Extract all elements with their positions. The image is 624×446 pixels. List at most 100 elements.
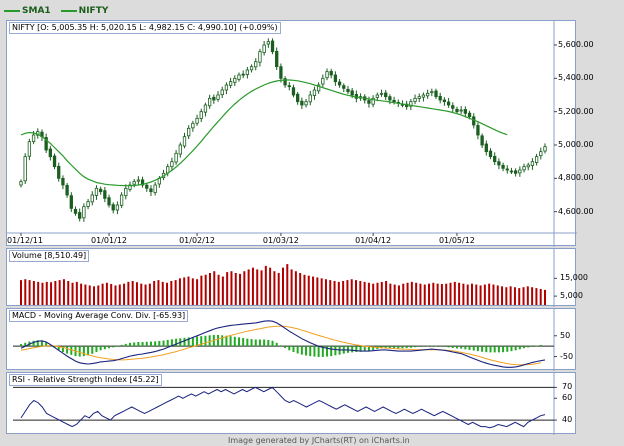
macd-hist-bar <box>124 343 127 347</box>
candle-body <box>413 97 417 102</box>
candle-body <box>207 97 212 107</box>
macd-hist-bar <box>531 346 534 347</box>
candle-body <box>337 81 342 86</box>
macd-hist-bar <box>502 346 505 353</box>
macd-hist-bar <box>414 346 417 348</box>
volume-bar <box>191 278 194 305</box>
macd-hist-bar <box>32 340 35 347</box>
sma-swatch-icon <box>4 9 20 12</box>
candle-body <box>384 92 388 98</box>
volume-bar <box>294 271 297 305</box>
candle-body <box>308 94 312 103</box>
price-y-tick-label: 5,200.00 <box>558 106 594 116</box>
volume-bar <box>148 283 151 305</box>
macd-hist-bar <box>20 344 22 347</box>
volume-bar <box>419 283 422 305</box>
volume-bar <box>544 289 546 305</box>
macd-hist-bar <box>317 346 320 357</box>
candle-body <box>392 99 396 103</box>
macd-hist-bar <box>166 339 169 347</box>
volume-bar <box>71 282 74 305</box>
macd-hist-bar <box>409 346 412 348</box>
chart-legend: SMA1 NIFTY <box>4 4 108 18</box>
volume-bar <box>88 285 91 305</box>
macd-y-tick-label: 50 <box>560 330 571 340</box>
candle-body <box>505 168 509 171</box>
macd-hist-bar <box>489 346 492 353</box>
macd-hist-bar <box>250 339 253 347</box>
candle-body <box>321 77 325 85</box>
macd-hist-bar <box>196 336 199 347</box>
volume-panel-title: Volume [8,510.49] <box>9 250 90 262</box>
candle-body <box>451 105 455 109</box>
volume-bar <box>93 286 96 305</box>
volume-y-tick-label: 15,000 <box>560 273 588 283</box>
volume-bar <box>307 275 310 305</box>
volume-bar <box>170 281 173 305</box>
volume-bar <box>131 281 134 305</box>
macd-hist-bar <box>472 346 475 351</box>
footer-credit: Image generated by JCharts(RT) on iChart… <box>228 436 410 445</box>
macd-hist-bar <box>149 341 152 347</box>
volume-bar <box>406 282 409 305</box>
volume-bar <box>114 285 117 305</box>
candle-body <box>514 170 518 174</box>
macd-hist-bar <box>384 346 387 349</box>
volume-bar <box>367 282 370 305</box>
volume-bar <box>415 282 418 305</box>
macd-hist-bar <box>418 346 421 347</box>
macd-hist-bar <box>233 336 236 347</box>
candle-body <box>107 197 111 206</box>
macd-hist-bar <box>506 346 509 352</box>
macd-hist-bar <box>217 334 220 347</box>
macd-hist-bar <box>523 346 526 349</box>
candle-body <box>73 208 78 214</box>
volume-bar <box>432 282 435 305</box>
macd-hist-bar <box>326 346 329 357</box>
volume-bar <box>402 283 405 305</box>
volume-bar <box>45 281 48 305</box>
volume-bar <box>346 280 349 305</box>
macd-hist-bar <box>397 346 400 349</box>
macd-hist-bar <box>229 336 232 347</box>
macd-hist-bar <box>527 346 530 348</box>
volume-bar <box>286 264 289 305</box>
volume-bar <box>312 276 315 305</box>
volume-bar <box>105 282 108 305</box>
macd-hist-bar <box>141 342 144 347</box>
rsi-panel-title: RSI - Relative Strength Index [45.22] <box>9 374 162 386</box>
macd-hist-bar <box>57 346 60 350</box>
volume-bar <box>174 280 177 305</box>
macd-hist-bar <box>24 342 27 347</box>
macd-panel-title: MACD - Moving Average Conv. Div. [-65.93… <box>9 310 189 322</box>
volume-bar <box>153 281 156 305</box>
macd-hist-bar <box>133 342 136 347</box>
volume-bar <box>32 281 35 305</box>
macd-hist-bar <box>426 345 429 347</box>
macd-y-tick-label: -50 <box>560 351 574 361</box>
candle-body <box>216 94 220 100</box>
price-y-tick-label: 5,400.00 <box>558 73 594 83</box>
volume-bar <box>226 272 229 305</box>
macd-hist-bar <box>359 346 362 352</box>
candle-body <box>233 77 237 83</box>
candle-body <box>69 195 73 209</box>
volume-bar <box>110 284 113 305</box>
macd-hist-bar <box>175 338 178 347</box>
volume-bar <box>54 281 57 305</box>
macd-hist-bar <box>493 346 496 353</box>
volume-bar <box>329 280 332 305</box>
volume-bar <box>410 281 413 305</box>
volume-bar <box>28 280 31 305</box>
rsi-y-tick-label: 40 <box>562 415 573 425</box>
candle-body <box>124 187 128 197</box>
rsi-chart-svg <box>13 373 557 435</box>
macd-hist-bar <box>334 346 337 356</box>
volume-bar <box>359 281 362 305</box>
volume-bar <box>75 281 78 305</box>
volume-bar <box>234 273 237 305</box>
volume-bar <box>531 287 534 305</box>
candle-body <box>241 73 245 76</box>
macd-hist-bar <box>443 346 446 347</box>
candle-body <box>178 144 182 155</box>
